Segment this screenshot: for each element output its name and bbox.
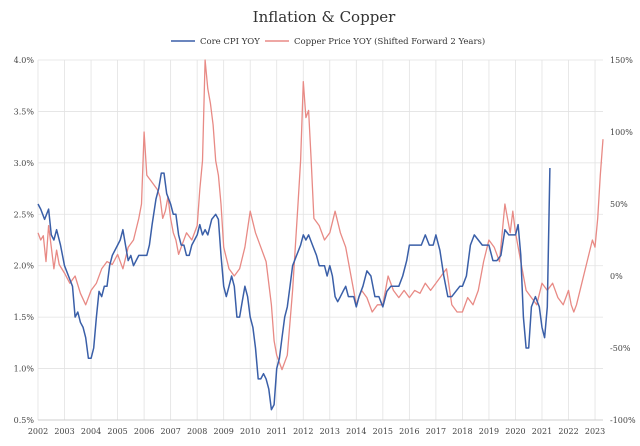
y-right-tick-label: 100%: [610, 128, 633, 137]
y-axis-right-ticks: -100% -50% 0% 50% 100% 150%: [610, 56, 636, 425]
legend-label-core-cpi: Core CPI YOY: [200, 37, 260, 47]
x-tick-label: 2023: [585, 427, 605, 436]
x-tick-label: 2009: [214, 427, 234, 436]
x-tick-label: 2022: [558, 427, 578, 436]
y-left-tick-label: 0.5%: [14, 416, 35, 425]
y-left-tick-label: 1.5%: [14, 313, 35, 322]
y-right-tick-label: 50%: [610, 200, 628, 209]
x-tick-label: 2013: [320, 427, 340, 436]
x-tick-label: 2014: [346, 427, 366, 436]
y-left-tick-label: 4.0%: [14, 56, 35, 65]
series-line-core-cpi: [37, 167, 551, 411]
x-tick-label: 2003: [54, 427, 74, 436]
x-tick-label: 2008: [187, 427, 207, 436]
y-right-tick-label: -50%: [610, 344, 631, 353]
x-tick-label: 2021: [532, 427, 552, 436]
x-tick-label: 2006: [134, 427, 154, 436]
y-left-tick-label: 3.5%: [14, 107, 35, 116]
series-layer: [37, 59, 604, 411]
x-tick-label: 2016: [399, 427, 419, 436]
y-left-tick-label: 3.0%: [14, 159, 35, 168]
x-tick-label: 2019: [479, 427, 499, 436]
y-right-tick-label: 150%: [610, 56, 633, 65]
gridlines: [37, 59, 603, 421]
y-right-tick-label: 0%: [610, 272, 623, 281]
y-left-tick-label: 2.5%: [14, 210, 35, 219]
y-left-tick-label: 2.0%: [14, 262, 35, 271]
x-axis-ticks: 2002 2003 2004 2005 2006 2007 2008 2009 2010 2011…: [28, 427, 605, 436]
x-tick-label: 2002: [28, 427, 48, 436]
x-tick-label: 2007: [160, 427, 180, 436]
x-tick-label: 2012: [293, 427, 313, 436]
y-axis-left-ticks: 0.5% 1.0% 1.5% 2.0% 2.5% 3.0% 3.5% 4.0%: [14, 56, 35, 425]
x-tick-label: 2018: [452, 427, 472, 436]
x-tick-label: 2011: [267, 427, 287, 436]
chart-title: Inflation & Copper: [253, 8, 397, 26]
x-tick-label: 2020: [505, 427, 525, 436]
x-tick-label: 2015: [373, 427, 393, 436]
y-left-tick-label: 1.0%: [14, 365, 35, 374]
series-line-copper: [37, 59, 604, 371]
legend: Core CPI YOY Copper Price YOY (Shifted F…: [171, 36, 485, 47]
x-tick-label: 2010: [240, 427, 260, 436]
legend-label-copper: Copper Price YOY (Shifted Forward 2 Year…: [294, 36, 485, 47]
x-tick-label: 2017: [426, 427, 446, 436]
x-tick-label: 2004: [81, 427, 101, 436]
x-tick-label: 2005: [107, 427, 127, 436]
y-right-tick-label: -100%: [610, 416, 636, 425]
